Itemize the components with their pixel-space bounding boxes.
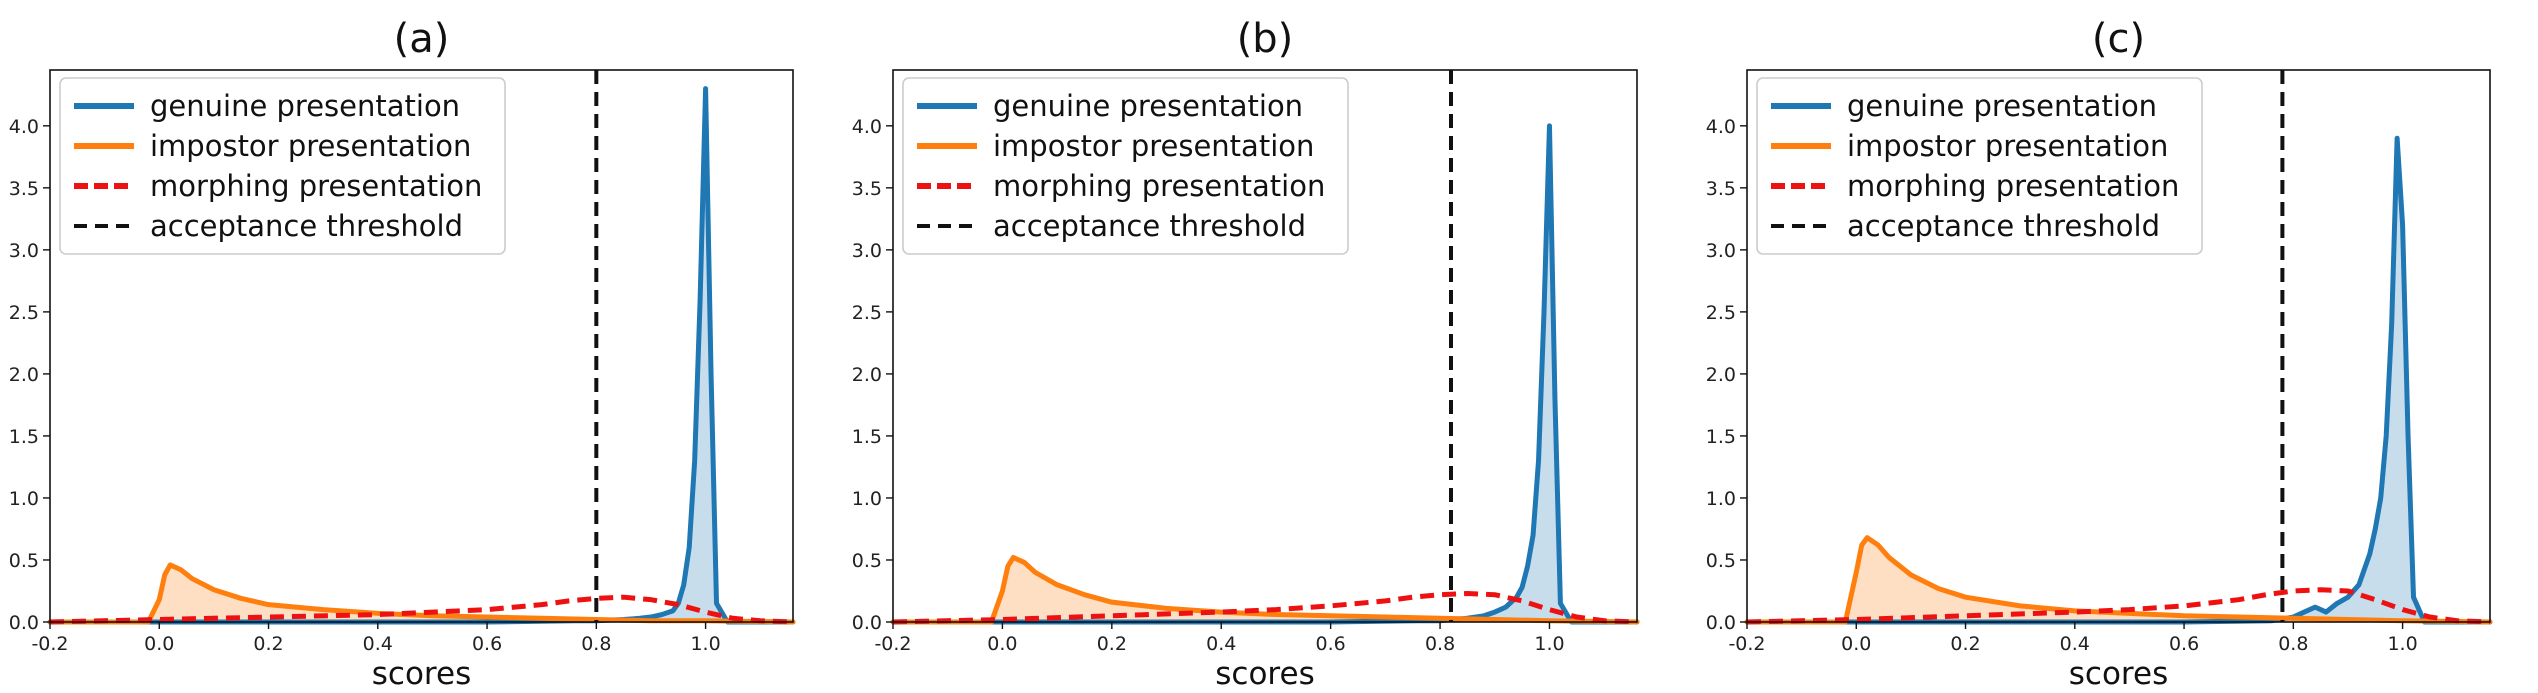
legend: genuine presentation impostor presentatio… [1756,77,2203,255]
x-tick-label: -0.2 [31,633,68,655]
chart-title: (b) [1237,16,1294,62]
legend-label: acceptance threshold [1847,209,2160,243]
y-tick-label: 4.0 [852,116,882,138]
axes-frame [1746,69,2491,623]
x-tick-label: 0.2 [253,633,283,655]
x-tick-label: 0.8 [581,633,611,655]
y-tick-label: 0.0 [1706,612,1736,634]
legend-box [902,77,1349,255]
y-tick-label: 3.0 [9,240,39,262]
y-tick-label: 0.5 [9,550,39,572]
legend-label: impostor presentation [993,129,1314,163]
y-tick-label: 2.0 [9,364,39,386]
chart-panel-3: (c)-0.2 0.0 0.2 0.4 0.6 0.8 1.00.00.51.01.52.0… [1706,16,2493,692]
x-tick-label: 0.6 [1316,633,1346,655]
legend-label: morphing presentation [150,169,482,203]
legend-label: acceptance threshold [150,209,463,243]
legend-label: genuine presentation [1847,89,2157,123]
y-tick-label: 0.5 [852,550,882,572]
series-line-impostor-presentation [47,562,796,625]
y-tick-label: 3.5 [9,178,39,200]
legend-label: impostor presentation [150,129,471,163]
series-line-morphing-presentation [49,594,794,625]
series-line-genuine-presentation [1744,135,2493,625]
axes-frame [49,69,794,623]
y-tick-label: 1.0 [852,488,882,510]
series-area-impostor-presentation [1747,537,2490,622]
y-tick-label: 1.0 [9,488,39,510]
x-tick-label: 0.2 [1097,633,1127,655]
series-area-impostor-presentation [50,564,793,622]
x-tick-label: 0.6 [2169,633,2199,655]
chart-panel-2: (b)-0.2 0.0 0.2 0.4 0.6 0.8 1.00.00.51.01.52.0… [852,16,1640,692]
legend-label: acceptance threshold [993,209,1306,243]
x-tick-label: 0.2 [1950,633,1980,655]
series-line-morphing-presentation [892,590,1638,625]
series-line-morphing-presentation [1746,587,2491,625]
y-tick-label: 3.5 [1706,178,1736,200]
y-tick-label: 3.0 [852,240,882,262]
x-tick-label: 0.4 [1206,633,1236,655]
legend-label: impostor presentation [1847,129,2168,163]
x-tick-label: 0.8 [2278,633,2308,655]
y-tick-label: 0.5 [1706,550,1736,572]
x-tick-label: 1.0 [1534,633,1564,655]
y-tick-label: 2.0 [1706,364,1736,386]
legend-label: morphing presentation [993,169,1325,203]
axes-frame [892,69,1638,623]
series-layer [47,70,796,625]
series-area-impostor-presentation [893,557,1637,622]
legend: genuine presentation impostor presentatio… [902,77,1349,255]
y-tick-label: 2.5 [9,302,39,324]
y-tick-label: 4.0 [1706,116,1736,138]
x-axis-label: scores [372,656,471,692]
x-axis-label: scores [1215,656,1314,692]
y-tick-label: 2.5 [852,302,882,324]
x-tick-label: 0.4 [363,633,393,655]
y-tick-label: 4.0 [9,116,39,138]
y-tick-label: 1.5 [852,426,882,448]
chart-panel-1: (a)-0.2 0.0 0.2 0.4 0.6 0.8 1.00.00.51.01.52.0… [9,16,796,692]
legend-box [1756,77,2203,255]
x-tick-label: 0.4 [2060,633,2090,655]
x-tick-label: 0.6 [472,633,502,655]
series-line-impostor-presentation [890,554,1640,625]
legend-label: genuine presentation [993,89,1303,123]
x-tick-label: 1.0 [690,633,720,655]
legend-label: genuine presentation [150,89,460,123]
y-tick-label: 1.5 [1706,426,1736,448]
y-tick-label: 3.0 [1706,240,1736,262]
series-line-impostor-presentation [1744,535,2493,625]
chart-title: (c) [2092,16,2145,62]
x-tick-label: 0.0 [1841,633,1871,655]
legend: genuine presentation impostor presentatio… [59,77,506,255]
x-tick-label: 0.0 [987,633,1017,655]
x-tick-label: 1.0 [2387,633,2417,655]
legend-label: morphing presentation [1847,169,2179,203]
y-tick-label: 2.5 [1706,302,1736,324]
y-tick-label: 0.0 [9,612,39,634]
x-axis-label: scores [2069,656,2168,692]
y-tick-label: 3.5 [852,178,882,200]
series-layer [890,70,1640,625]
y-tick-label: 2.0 [852,364,882,386]
chart-title: (a) [394,16,450,62]
x-tick-label: -0.2 [1728,633,1765,655]
x-tick-label: -0.2 [874,633,911,655]
series-layer [1744,70,2493,625]
y-tick-label: 1.0 [1706,488,1736,510]
y-tick-label: 1.5 [9,426,39,448]
legend-box [59,77,506,255]
x-tick-label: 0.0 [144,633,174,655]
y-tick-label: 0.0 [852,612,882,634]
x-tick-label: 0.8 [1425,633,1455,655]
